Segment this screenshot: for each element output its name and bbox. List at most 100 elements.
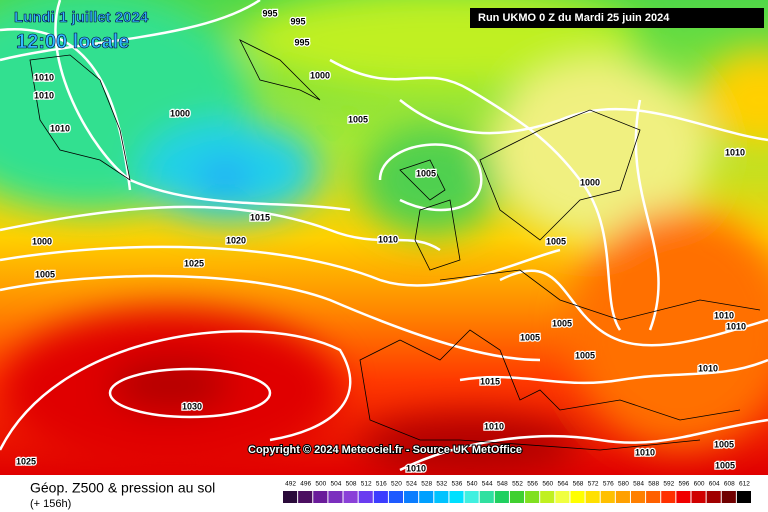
- isobar-label: 1010: [714, 310, 734, 320]
- isobar-label: 1010: [635, 447, 655, 457]
- scale-label: 536: [452, 481, 463, 488]
- scale-swatch: [540, 491, 555, 503]
- isobar-label: 995: [262, 8, 277, 18]
- scale-swatch: [555, 491, 570, 503]
- isobar-label: 1010: [726, 321, 746, 331]
- scale-label: 584: [633, 481, 644, 488]
- isobar-label: 1015: [480, 376, 500, 386]
- isobar-lines: [0, 0, 768, 470]
- scale-label: 612: [739, 481, 750, 488]
- scale-label: 492: [285, 481, 296, 488]
- isobar-label: 1010: [50, 123, 70, 133]
- scale-label: 520: [391, 481, 402, 488]
- scale-label: 600: [694, 481, 705, 488]
- isobar-label: 1025: [184, 258, 204, 268]
- isobar-label: 1010: [34, 72, 54, 82]
- isobar-label: 1025: [16, 456, 36, 466]
- scale-swatch: [706, 491, 721, 503]
- color-scale: 492 496 500 504 508 512 516 520 524 528 532 536 540 5…: [283, 481, 751, 503]
- isobar-label: 1005: [546, 236, 566, 246]
- scale-swatch: [464, 491, 479, 503]
- scale-label: 496: [300, 481, 311, 488]
- scale-swatch: [434, 491, 449, 503]
- scale-label: 572: [588, 481, 599, 488]
- scale-swatch: [373, 491, 388, 503]
- copyright: Copyright © 2024 Meteociel.fr - Source U…: [248, 444, 522, 456]
- scale-swatch: [388, 491, 404, 503]
- scale-swatch: [419, 491, 434, 503]
- scale-label: 560: [542, 481, 553, 488]
- isobar-label: 1010: [406, 463, 426, 473]
- scale-label: 564: [557, 481, 568, 488]
- isobar-label: 1000: [310, 70, 330, 80]
- scale-swatch: [479, 491, 494, 503]
- isobar-label: 1000: [580, 177, 600, 187]
- scale-swatch: [494, 491, 509, 503]
- scale-label: 608: [724, 481, 735, 488]
- scale-swatch: [343, 491, 358, 503]
- forecast-time: 12:00 locale: [16, 31, 129, 53]
- scale-label: 552: [512, 481, 523, 488]
- isobar-label: 1005: [552, 318, 572, 328]
- isobar-label: 1005: [715, 460, 735, 470]
- scale-label: 516: [376, 481, 387, 488]
- scale-swatch: [313, 491, 328, 503]
- scale-swatch: [509, 491, 525, 503]
- scale-swatch: [525, 491, 540, 503]
- scale-swatch: [570, 491, 585, 503]
- scale-swatch: [600, 491, 615, 503]
- isobar-label: 995: [294, 37, 309, 47]
- field-shading: [0, 0, 768, 475]
- scale-swatch: [298, 491, 313, 503]
- isobar-label: 1005: [520, 332, 540, 342]
- run-banner: [470, 8, 764, 28]
- scale-label: 592: [663, 481, 674, 488]
- isobar-label: 1030: [182, 401, 202, 411]
- isobar-label: 995: [290, 16, 305, 26]
- isobar-label: 1005: [416, 168, 436, 178]
- scale-swatch: [328, 491, 343, 503]
- scale-label: 548: [497, 481, 508, 488]
- scale-label: 544: [482, 481, 493, 488]
- coastline: [29, 39, 761, 451]
- scale-swatch: [661, 491, 676, 503]
- scale-label: 604: [709, 481, 720, 488]
- scale-label: 540: [467, 481, 478, 488]
- scale-label: 596: [678, 481, 689, 488]
- isobar-labels: 9959959951000101010101010100010051005100…: [15, 7, 748, 475]
- scale-label: 524: [406, 481, 417, 488]
- isobar-label: 1010: [484, 421, 504, 431]
- scale-swatch: [404, 491, 419, 503]
- scale-swatch: [721, 491, 736, 503]
- scale-label: 576: [603, 481, 614, 488]
- scale-swatch: [585, 491, 600, 503]
- isobar-label: 1000: [170, 108, 190, 118]
- isobar-label: 1000: [32, 236, 52, 246]
- scale-swatch: [630, 491, 646, 503]
- run-info: Run UKMO 0 Z du Mardi 25 juin 2024: [478, 12, 670, 24]
- isobar-label: 1010: [34, 90, 54, 100]
- scale-swatch: [691, 491, 706, 503]
- scale-swatch: [615, 491, 630, 503]
- scale-swatch: [646, 491, 661, 503]
- scale-label: 580: [618, 481, 629, 488]
- isobar-label: 1015: [250, 212, 270, 222]
- scale-swatch: [358, 491, 373, 503]
- isobar-label: 1005: [575, 350, 595, 360]
- scale-swatch: [676, 491, 691, 503]
- scale-label: 500: [315, 481, 326, 488]
- forecast-date: Lundi 1 juillet 2024: [14, 9, 149, 26]
- isobar-label: 1020: [226, 235, 246, 245]
- scale-swatch: [736, 491, 751, 503]
- scale-label: 508: [346, 481, 357, 488]
- isobar-label: 1010: [378, 234, 398, 244]
- scale-label: 512: [361, 481, 372, 488]
- scale-swatch: [283, 491, 298, 503]
- scale-label: 556: [527, 481, 538, 488]
- legend-title: Géop. Z500 & pression au sol: [30, 480, 215, 496]
- isobar-label: 1005: [348, 114, 368, 124]
- isobar-label: 1010: [698, 363, 718, 373]
- scale-label: 588: [648, 481, 659, 488]
- isobar-label: 1005: [35, 269, 55, 279]
